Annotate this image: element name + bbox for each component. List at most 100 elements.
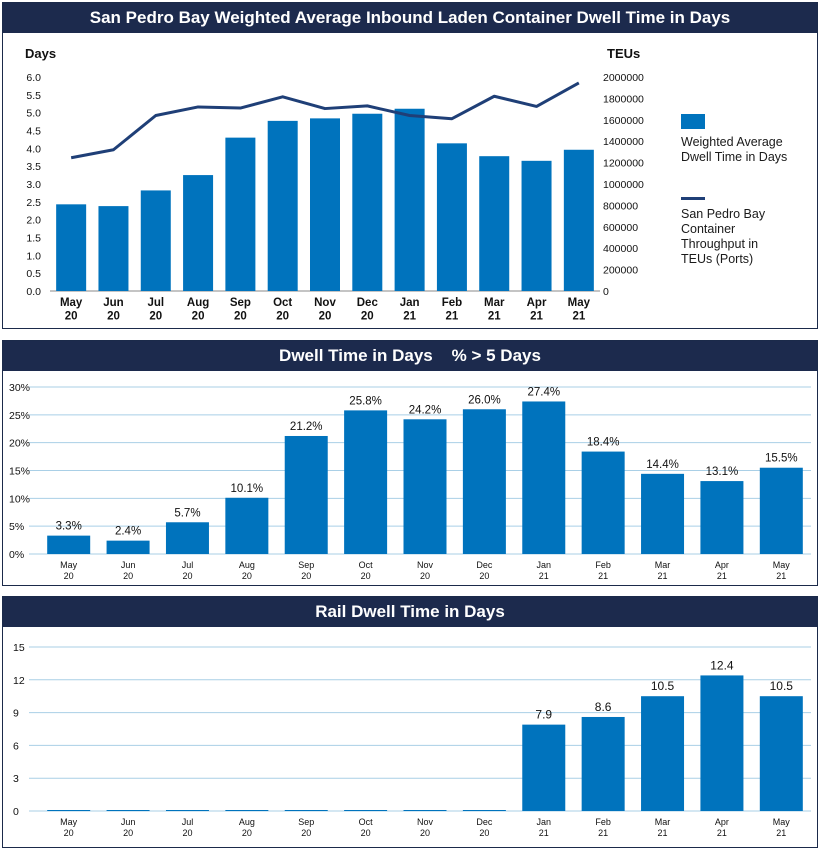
value-bar bbox=[225, 497, 269, 554]
chart-title: Rail Dwell Time in Days bbox=[3, 597, 817, 627]
x-tick-label: Aug 20 bbox=[239, 817, 255, 838]
data-label: 14.4% bbox=[646, 459, 679, 471]
x-tick-label: May 21 bbox=[773, 817, 791, 838]
dwell-bar bbox=[563, 149, 594, 291]
y2-tick-label: 400000 bbox=[603, 243, 638, 255]
data-label: 24.2% bbox=[409, 404, 442, 416]
y-tick-label: 25% bbox=[9, 410, 30, 422]
x-tick-label: Nov 20 bbox=[314, 297, 336, 323]
x-tick-label: Jun 20 bbox=[103, 297, 123, 323]
teu-throughput-line bbox=[70, 81, 580, 160]
x-tick-label: Oct 20 bbox=[273, 297, 292, 323]
dwell-bar bbox=[521, 160, 552, 291]
data-label: 27.4% bbox=[527, 386, 560, 398]
y2-axis-label: TEUs bbox=[607, 46, 640, 61]
dwell-bar bbox=[479, 156, 510, 291]
y2-tick-label: 1200000 bbox=[603, 158, 644, 170]
chart-title: San Pedro Bay Weighted Average Inbound L… bbox=[3, 3, 817, 33]
y-tick-label: 0% bbox=[9, 549, 24, 561]
x-tick-label: Mar 21 bbox=[484, 297, 505, 323]
x-tick-label: Mar 21 bbox=[655, 817, 671, 838]
x-tick-label: Feb 21 bbox=[595, 560, 611, 581]
value-bar bbox=[225, 810, 269, 811]
x-tick-label: Aug 20 bbox=[187, 297, 209, 323]
y-tick-label: 1.0 bbox=[26, 250, 41, 262]
dwell-bar bbox=[436, 143, 467, 291]
data-label: 10.5 bbox=[651, 679, 675, 693]
dwell-time-combo-chart: San Pedro Bay Weighted Average Inbound L… bbox=[2, 2, 818, 329]
x-tick-label: Nov 20 bbox=[417, 560, 434, 581]
data-label: 26.0% bbox=[468, 394, 501, 406]
dwell-bar bbox=[56, 204, 87, 291]
y2-tick-label: 1800000 bbox=[603, 93, 644, 105]
rail-dwell-time-plot: 0 3 6 9 12 15 7.9 8.6 10.5 12.4 10.5 May 20 Jun 20 Jul 2… bbox=[13, 642, 811, 838]
y-axis-label: Days bbox=[25, 46, 56, 61]
percent-over-5-days-chart: Dwell Time in Days % > 5 Days 0% 5% 10% 15%… bbox=[2, 340, 818, 586]
percent-over-5-days-plot: 0% 5% 10% 15% 20% 25% 30% 3.3% 2.4% 5.7% 10.1% 21.2… bbox=[9, 382, 811, 581]
y-tick-label: 5% bbox=[9, 521, 24, 533]
y2-tick-label: 0 bbox=[603, 286, 609, 298]
value-bar bbox=[641, 696, 685, 811]
data-label: 7.9 bbox=[535, 708, 552, 722]
data-label: 21.2% bbox=[290, 421, 323, 433]
value-bar bbox=[403, 810, 447, 811]
y-tick-label: 20% bbox=[9, 438, 30, 450]
y2-tick-label: 1000000 bbox=[603, 179, 644, 191]
y-tick-label: 15% bbox=[9, 466, 30, 478]
y2-tick-label: 600000 bbox=[603, 222, 638, 234]
dwell-bar bbox=[98, 206, 129, 291]
value-bar bbox=[344, 810, 388, 811]
y2-tick-label: 1600000 bbox=[603, 115, 644, 127]
value-bar bbox=[403, 419, 447, 554]
x-tick-label: Oct 20 bbox=[359, 817, 374, 838]
y2-tick-label: 1400000 bbox=[603, 136, 644, 148]
y-tick-label: 2.5 bbox=[26, 197, 41, 209]
value-bar bbox=[759, 467, 803, 554]
legend-swatch-dwell-bars bbox=[681, 114, 705, 129]
value-bar bbox=[522, 724, 566, 811]
x-tick-label: Apr 21 bbox=[715, 560, 729, 581]
x-tick-label: Jan 21 bbox=[400, 297, 420, 323]
value-bar bbox=[284, 810, 328, 811]
x-tick-label: May 21 bbox=[568, 297, 591, 323]
value-bar bbox=[47, 535, 91, 554]
y-tick-label: 5.0 bbox=[26, 108, 41, 120]
value-bar bbox=[344, 410, 388, 554]
x-tick-label: Jun 20 bbox=[121, 560, 136, 581]
x-tick-label: Dec 20 bbox=[357, 297, 379, 323]
x-tick-label: Nov 20 bbox=[417, 817, 434, 838]
y-tick-label: 15 bbox=[13, 642, 25, 654]
x-tick-label: May 20 bbox=[60, 817, 78, 838]
data-label: 10.5 bbox=[770, 679, 794, 693]
x-tick-label: Dec 20 bbox=[476, 817, 493, 838]
x-tick-label: Feb 21 bbox=[442, 297, 462, 323]
value-bar bbox=[700, 675, 744, 811]
x-tick-label: Sep 20 bbox=[298, 817, 314, 838]
x-tick-label: Dec 20 bbox=[476, 560, 493, 581]
x-tick-label: May 21 bbox=[773, 560, 791, 581]
y-tick-label: 3.5 bbox=[26, 161, 41, 173]
x-tick-label: Apr 21 bbox=[715, 817, 729, 838]
y-tick-label: 0.5 bbox=[26, 268, 41, 280]
data-label: 2.4% bbox=[115, 526, 141, 538]
dwell-bar bbox=[183, 175, 214, 291]
x-tick-label: Jul 20 bbox=[182, 817, 194, 838]
data-label: 12.4 bbox=[710, 658, 734, 672]
dwell-bar bbox=[267, 120, 298, 292]
value-bar bbox=[165, 810, 209, 811]
y-tick-label: 3 bbox=[13, 773, 19, 785]
y-tick-label: 10% bbox=[9, 493, 30, 505]
value-bar bbox=[641, 473, 685, 554]
value-bar bbox=[106, 540, 150, 554]
data-label: 8.6 bbox=[595, 700, 612, 714]
value-bar bbox=[581, 716, 625, 811]
data-label: 25.8% bbox=[349, 395, 382, 407]
y-tick-label: 1.5 bbox=[26, 233, 41, 245]
x-tick-label: Apr 21 bbox=[527, 297, 547, 323]
dwell-bar bbox=[352, 113, 383, 291]
x-tick-label: Jul 20 bbox=[182, 560, 194, 581]
data-label: 13.1% bbox=[706, 466, 739, 478]
y-tick-label: 4.5 bbox=[26, 126, 41, 138]
y-tick-label: 3.0 bbox=[26, 179, 41, 191]
data-label: 3.3% bbox=[56, 521, 82, 533]
